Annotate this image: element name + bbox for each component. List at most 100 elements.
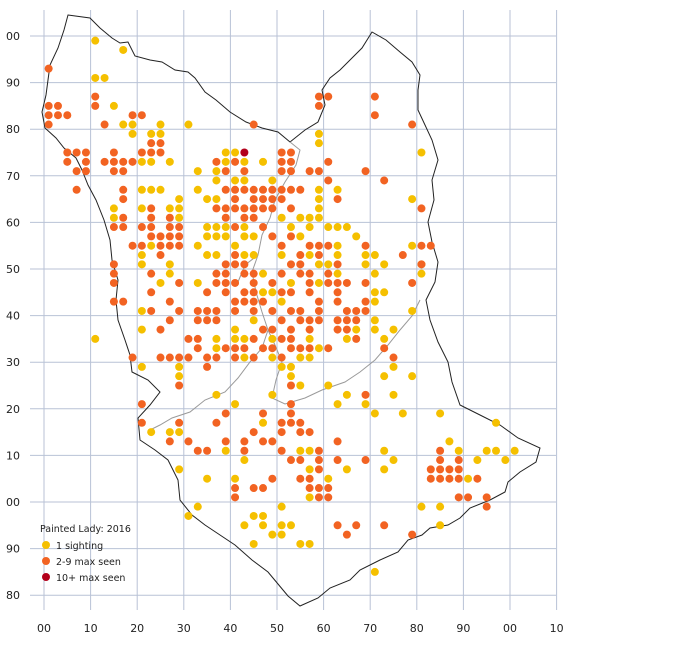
sighting-point-multi [296,306,305,315]
sighting-point-multi [324,269,333,278]
sighting-point-single [286,362,295,371]
sighting-point-multi [203,306,212,315]
sighting-point-multi [156,325,165,334]
sighting-point-single [492,446,501,455]
sighting-point-single [352,232,361,241]
sighting-point-multi [240,204,249,213]
sighting-point-multi [408,278,417,287]
sighting-point-single [175,362,184,371]
sighting-point-multi [296,344,305,353]
sighting-point-multi [286,167,295,176]
sighting-point-multi [259,223,268,232]
sighting-point-multi [342,306,351,315]
sighting-point-multi [231,251,240,260]
sighting-point-multi [268,437,277,446]
sighting-point-single [324,474,333,483]
sighting-point-multi [333,316,342,325]
sighting-point-single [380,372,389,381]
sighting-point-multi [221,288,230,297]
sighting-point-multi [361,241,370,250]
sighting-point-multi [165,213,174,222]
sighting-point-multi [436,474,445,483]
x-tick-label: 10 [550,622,564,635]
sighting-point-single [165,204,174,213]
sighting-point-single [305,446,314,455]
x-tick-label: 10 [84,622,98,635]
sighting-point-multi [137,148,146,157]
sighting-point-multi [370,92,379,101]
sighting-point-single [333,251,342,260]
sighting-point-single [277,502,286,511]
sighting-point-single [408,241,417,250]
sighting-point-single [361,251,370,260]
sighting-point-multi [268,232,277,241]
sighting-point-multi [259,204,268,213]
sighting-point-single [389,325,398,334]
sighting-point-multi [445,465,454,474]
sighting-point-multi [454,474,463,483]
sighting-point-multi [314,101,323,110]
sighting-point-tenplus [240,148,249,157]
sighting-point-single [305,493,314,502]
sighting-point-single [286,521,295,530]
sighting-point-multi [72,167,81,176]
sighting-point-single [231,334,240,343]
sighting-point-multi [44,64,53,73]
sighting-point-single [212,334,221,343]
sighting-point-multi [109,157,118,166]
sighting-point-multi [333,260,342,269]
sighting-point-single [268,530,277,539]
sighting-point-multi [286,185,295,194]
sighting-point-single [305,353,314,362]
sighting-point-single [240,456,249,465]
sighting-point-single [324,381,333,390]
sighting-point-single [193,278,202,287]
sighting-point-single [277,530,286,539]
sighting-point-single [137,306,146,315]
sighting-point-multi [333,325,342,334]
sighting-point-multi [212,278,221,287]
sighting-point-single [314,344,323,353]
sighting-point-single [417,502,426,511]
sighting-point-multi [156,251,165,260]
x-axis-ticks: 00 10 20 30 40 50 60 70 80 90 00 10 [37,622,564,635]
sighting-point-multi [268,344,277,353]
sighting-point-single [380,465,389,474]
sighting-point-multi [361,456,370,465]
sighting-point-multi [249,213,258,222]
sighting-point-single [212,167,221,176]
sighting-point-multi [277,334,286,343]
sighting-point-single [314,260,323,269]
y-tick-label: 70 [6,170,20,183]
x-tick-label: 00 [503,622,517,635]
sighting-point-multi [203,288,212,297]
x-tick-label: 50 [270,622,284,635]
sighting-point-single [501,456,510,465]
sighting-point-multi [380,521,389,530]
sighting-point-multi [314,306,323,315]
sighting-point-single [203,251,212,260]
sighting-point-single [137,251,146,260]
sighting-point-single [240,176,249,185]
sighting-point-multi [305,344,314,353]
sighting-point-single [305,334,314,343]
sighting-point-multi [231,344,240,353]
sighting-point-multi [333,456,342,465]
sighting-point-single [137,362,146,371]
sighting-point-multi [249,204,258,213]
sighting-point-multi [296,428,305,437]
sighting-point-single [156,120,165,129]
sighting-point-multi [277,446,286,455]
y-tick-label: 90 [6,77,20,90]
y-tick-label: 30 [6,356,20,369]
sighting-point-multi [81,157,90,166]
sighting-point-single [203,195,212,204]
sighting-point-multi [324,176,333,185]
sighting-point-single [137,204,146,213]
sighting-point-multi [324,278,333,287]
y-tick-label: 00 [6,496,20,509]
sighting-point-multi [137,241,146,250]
sighting-point-single [286,372,295,381]
sighting-point-multi [72,148,81,157]
sighting-point-multi [398,251,407,260]
